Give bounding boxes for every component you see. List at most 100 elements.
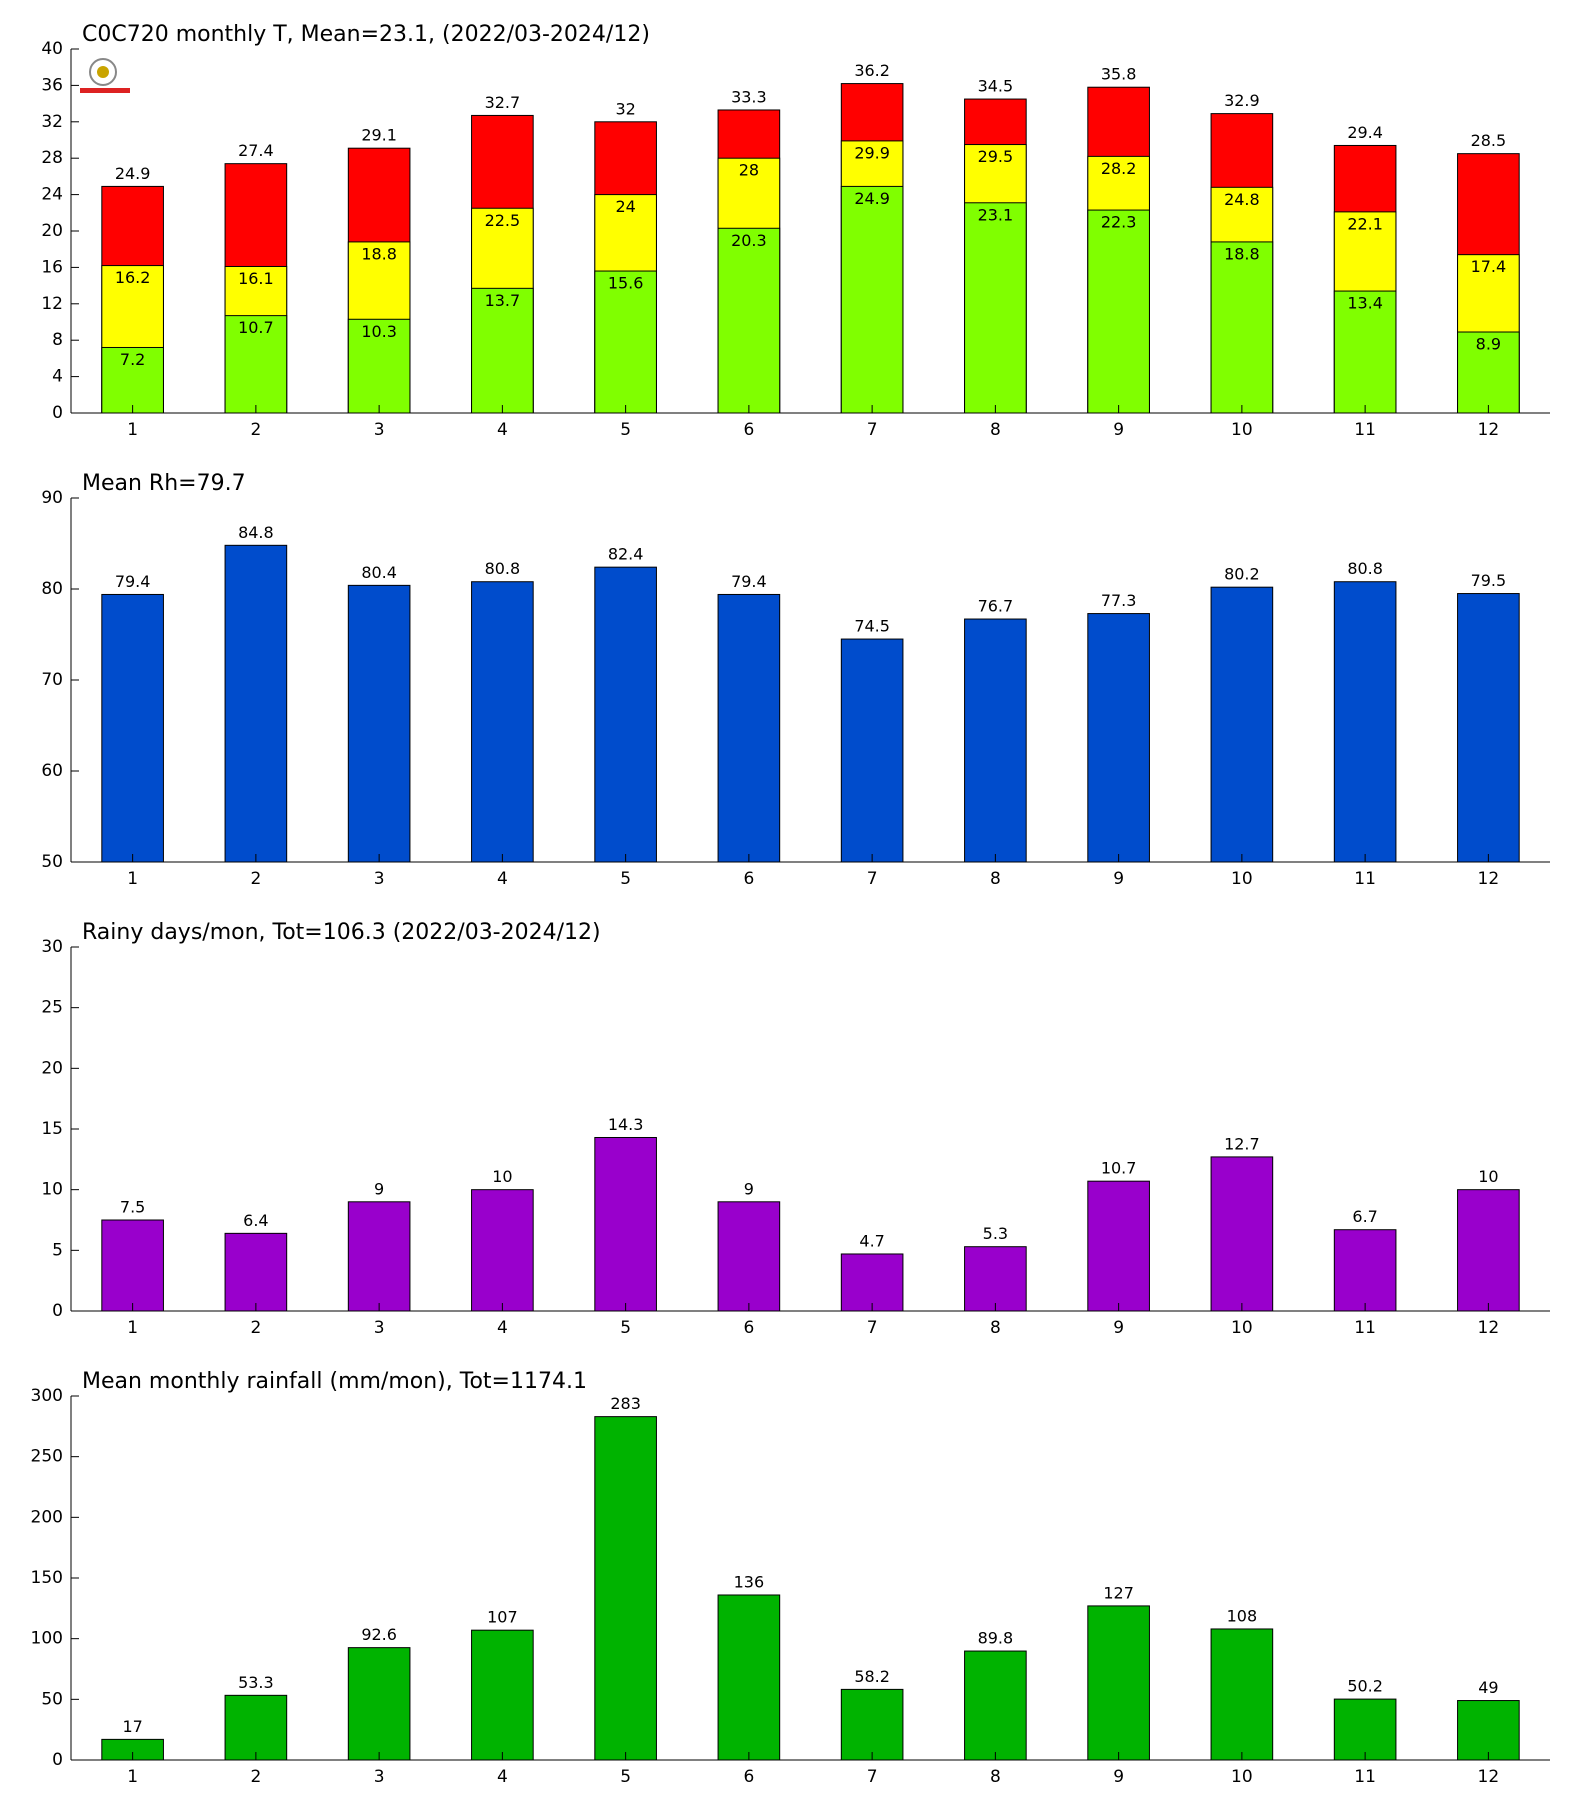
bar bbox=[1457, 331, 1520, 414]
x-tick-label: 6 bbox=[743, 869, 754, 889]
value-label: 7.2 bbox=[120, 350, 145, 369]
x-tick-label: 9 bbox=[1113, 1767, 1124, 1787]
value-label: 5.3 bbox=[983, 1224, 1008, 1243]
x-tick-label: 7 bbox=[867, 1767, 878, 1787]
y-tick-label: 25 bbox=[41, 998, 63, 1018]
y-tick-label: 0 bbox=[52, 1301, 63, 1321]
bar bbox=[717, 227, 781, 414]
x-tick-label: 5 bbox=[620, 420, 631, 440]
bar bbox=[964, 618, 1027, 863]
y-tick-label: 20 bbox=[41, 221, 63, 241]
x-tick-label: 4 bbox=[497, 420, 508, 440]
value-label: 79.4 bbox=[731, 572, 767, 591]
x-tick-label: 1 bbox=[127, 869, 138, 889]
y-tick-label: 60 bbox=[41, 761, 63, 781]
bar bbox=[1457, 1700, 1520, 1761]
value-label: 9 bbox=[744, 1179, 754, 1198]
value-label: 80.4 bbox=[361, 563, 397, 582]
y-tick-label: 24 bbox=[41, 185, 63, 205]
x-tick-label: 12 bbox=[1478, 1767, 1500, 1787]
x-tick-label: 3 bbox=[374, 420, 385, 440]
value-label: 4.7 bbox=[859, 1231, 884, 1250]
value-label: 74.5 bbox=[854, 617, 890, 636]
value-label: 6.4 bbox=[243, 1211, 268, 1230]
x-tick-label: 3 bbox=[374, 869, 385, 889]
value-label: 10.7 bbox=[238, 318, 274, 337]
value-label: 18.8 bbox=[1224, 244, 1260, 263]
value-label: 14.3 bbox=[608, 1115, 644, 1134]
bar bbox=[1087, 1180, 1150, 1312]
value-label: 107 bbox=[487, 1608, 518, 1627]
value-label: 20.3 bbox=[731, 231, 767, 250]
value-label: 22.1 bbox=[1347, 214, 1383, 233]
value-label: 34.5 bbox=[978, 77, 1014, 96]
x-tick-label: 6 bbox=[743, 1767, 754, 1787]
y-tick-label: 50 bbox=[41, 1689, 63, 1709]
value-label: 29.1 bbox=[361, 126, 397, 145]
bar bbox=[347, 584, 411, 863]
value-label: 9 bbox=[374, 1179, 384, 1198]
y-tick-label: 5 bbox=[52, 1240, 63, 1260]
value-label: 29.5 bbox=[978, 147, 1014, 166]
value-label: 33.3 bbox=[731, 87, 767, 106]
chart-title: Mean monthly rainfall (mm/mon), Tot=1174… bbox=[82, 1369, 587, 1394]
y-tick-label: 200 bbox=[31, 1507, 63, 1527]
x-tick-label: 11 bbox=[1354, 869, 1376, 889]
bar bbox=[471, 287, 534, 414]
value-label: 29.9 bbox=[854, 143, 890, 162]
value-label: 15.6 bbox=[608, 274, 644, 293]
logo bbox=[80, 58, 130, 93]
value-label: 108 bbox=[1227, 1606, 1258, 1625]
value-label: 24.8 bbox=[1224, 190, 1260, 209]
bar bbox=[1333, 581, 1397, 863]
x-tick-label: 11 bbox=[1354, 420, 1376, 440]
bar bbox=[347, 1201, 411, 1312]
value-label: 13.7 bbox=[485, 291, 521, 310]
x-tick-label: 5 bbox=[620, 869, 631, 889]
value-label: 24.9 bbox=[854, 189, 890, 208]
x-tick-label: 5 bbox=[620, 1318, 631, 1338]
value-label: 18.8 bbox=[361, 244, 397, 263]
y-tick-label: 80 bbox=[41, 579, 63, 599]
bar bbox=[840, 1253, 904, 1312]
x-tick-label: 4 bbox=[497, 1318, 508, 1338]
bar bbox=[1210, 1628, 1274, 1761]
x-tick-label: 8 bbox=[990, 869, 1001, 889]
y-tick-label: 300 bbox=[31, 1386, 63, 1406]
y-tick-label: 0 bbox=[52, 403, 63, 423]
value-label: 10.7 bbox=[1101, 1159, 1137, 1178]
bar bbox=[1210, 586, 1274, 863]
value-label: 77.3 bbox=[1101, 591, 1137, 610]
bar bbox=[594, 1416, 657, 1761]
x-tick-label: 9 bbox=[1113, 420, 1124, 440]
value-label: 23.1 bbox=[978, 205, 1014, 224]
bar bbox=[1087, 1605, 1150, 1761]
bar bbox=[1087, 613, 1150, 863]
bar bbox=[471, 1629, 534, 1761]
bar bbox=[1457, 1189, 1520, 1312]
bar bbox=[101, 1219, 164, 1312]
bar bbox=[840, 1688, 904, 1761]
value-label: 80.8 bbox=[1347, 559, 1383, 578]
value-label: 89.8 bbox=[978, 1629, 1014, 1648]
x-tick-label: 4 bbox=[497, 869, 508, 889]
value-label: 82.4 bbox=[608, 545, 644, 564]
x-tick-label: 8 bbox=[990, 420, 1001, 440]
x-tick-label: 12 bbox=[1478, 869, 1500, 889]
value-label: 16.1 bbox=[238, 269, 274, 288]
bar bbox=[1087, 209, 1150, 414]
x-tick-label: 7 bbox=[867, 1318, 878, 1338]
value-label: 24 bbox=[615, 197, 635, 216]
y-tick-label: 16 bbox=[41, 257, 63, 277]
value-label: 58.2 bbox=[854, 1667, 890, 1686]
value-label: 49 bbox=[1478, 1678, 1498, 1697]
x-tick-label: 10 bbox=[1231, 420, 1253, 440]
bar bbox=[717, 1594, 781, 1761]
x-tick-label: 1 bbox=[127, 1767, 138, 1787]
x-tick-label: 12 bbox=[1478, 1318, 1500, 1338]
x-tick-label: 9 bbox=[1113, 869, 1124, 889]
bar bbox=[347, 1647, 411, 1761]
y-tick-label: 12 bbox=[41, 294, 63, 314]
x-tick-label: 9 bbox=[1113, 1318, 1124, 1338]
